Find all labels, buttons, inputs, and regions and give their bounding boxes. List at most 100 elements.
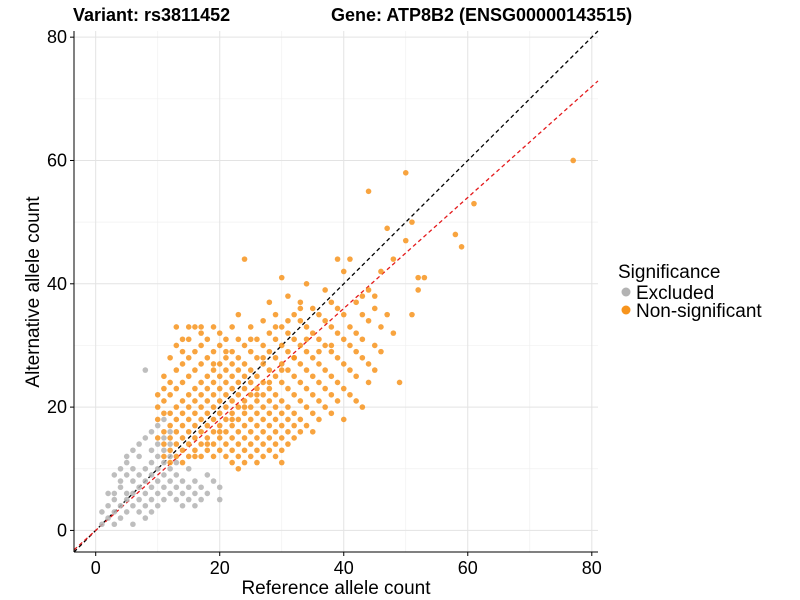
point-non-significant (303, 367, 310, 373)
point-excluded (111, 490, 118, 497)
point-non-significant (210, 379, 217, 386)
point-non-significant (266, 435, 273, 441)
point-non-significant (161, 441, 167, 447)
point-non-significant (378, 268, 384, 275)
point-non-significant (198, 453, 204, 460)
point-excluded (198, 496, 204, 503)
x-axis-title: Reference allele count (241, 578, 431, 599)
point-non-significant (235, 441, 242, 447)
point-non-significant (285, 385, 291, 392)
point-non-significant (297, 299, 304, 306)
point-non-significant (154, 435, 161, 441)
point-non-significant (378, 324, 384, 330)
point-non-significant (254, 391, 260, 398)
point-non-significant (241, 361, 248, 367)
point-non-significant (241, 459, 248, 466)
point-non-significant (198, 324, 204, 330)
point-non-significant (316, 398, 322, 404)
point-non-significant (260, 317, 266, 324)
point-non-significant (161, 428, 167, 435)
point-non-significant (223, 367, 229, 373)
point-excluded (167, 441, 173, 447)
point-non-significant (223, 441, 229, 447)
point-non-significant (223, 379, 229, 386)
point-excluded (111, 509, 118, 515)
y-tick-label: 20 (47, 397, 67, 417)
point-non-significant (216, 330, 223, 336)
point-non-significant (229, 385, 235, 392)
point-non-significant (229, 348, 235, 355)
point-excluded (192, 502, 198, 509)
point-non-significant (254, 336, 260, 343)
point-non-significant (247, 453, 254, 460)
point-non-significant (210, 416, 217, 423)
point-excluded (161, 459, 167, 466)
point-non-significant (173, 441, 180, 447)
point-excluded (99, 521, 105, 528)
point-non-significant (167, 391, 173, 398)
point-non-significant (210, 367, 217, 373)
y-tick-label: 80 (47, 27, 67, 47)
point-excluded (173, 484, 180, 491)
point-non-significant (272, 441, 279, 447)
point-non-significant (247, 336, 254, 343)
point-non-significant (223, 416, 229, 423)
point-non-significant (241, 435, 248, 441)
point-excluded (204, 472, 211, 478)
point-non-significant (161, 373, 167, 380)
point-non-significant (340, 416, 347, 423)
point-non-significant (192, 453, 198, 460)
point-non-significant (247, 324, 254, 330)
point-non-significant (260, 428, 266, 435)
point-non-significant (291, 336, 297, 343)
point-non-significant (353, 398, 359, 404)
point-non-significant (154, 404, 161, 410)
point-non-significant (254, 354, 260, 361)
point-non-significant (185, 373, 192, 380)
point-excluded (111, 472, 118, 478)
point-non-significant (204, 441, 211, 447)
point-non-significant (210, 391, 217, 398)
point-non-significant (260, 453, 266, 460)
point-non-significant (316, 379, 322, 386)
point-non-significant (278, 379, 285, 386)
point-excluded (148, 447, 155, 454)
point-non-significant (204, 336, 211, 343)
point-non-significant (210, 404, 217, 410)
point-non-significant (235, 311, 242, 318)
point-non-significant (179, 361, 186, 367)
point-non-significant (260, 391, 266, 398)
point-non-significant (384, 311, 390, 318)
point-non-significant (316, 336, 322, 343)
point-non-significant (421, 274, 428, 281)
point-non-significant (185, 354, 192, 361)
point-non-significant (161, 398, 167, 404)
point-excluded (173, 459, 180, 466)
point-non-significant (316, 416, 322, 423)
point-non-significant (309, 410, 316, 417)
point-excluded (130, 521, 136, 528)
point-non-significant (340, 361, 347, 367)
y-axis-title: Alternative allele count (23, 196, 44, 388)
point-excluded (148, 484, 155, 491)
point-non-significant (266, 422, 273, 429)
point-non-significant (204, 385, 211, 392)
point-non-significant (241, 385, 248, 392)
point-non-significant (198, 441, 204, 447)
point-non-significant (390, 330, 397, 336)
point-non-significant (167, 354, 173, 361)
point-non-significant (285, 293, 291, 299)
point-non-significant (347, 256, 353, 262)
point-non-significant (347, 342, 353, 349)
point-non-significant (353, 373, 359, 380)
point-excluded (130, 478, 136, 484)
point-non-significant (216, 410, 223, 417)
point-excluded (154, 502, 161, 509)
point-excluded (216, 484, 223, 491)
point-non-significant (309, 428, 316, 435)
point-non-significant (198, 379, 204, 386)
point-non-significant (260, 342, 266, 349)
x-tick-label: 0 (91, 558, 101, 578)
point-non-significant (179, 398, 186, 404)
point-non-significant (204, 447, 211, 454)
